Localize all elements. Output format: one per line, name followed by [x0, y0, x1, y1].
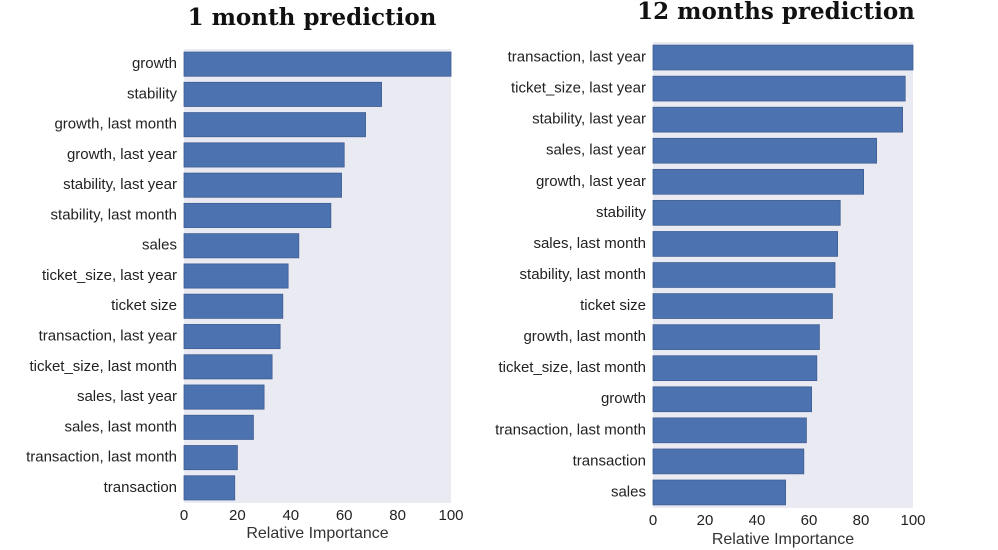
- chart-1-bar: [183, 445, 238, 471]
- chart-1-category-label: transaction, last month: [26, 449, 177, 466]
- chart-1-category-label: sales: [142, 237, 177, 254]
- chart-2-bar: [652, 386, 813, 413]
- chart-2-bar: [652, 231, 839, 257]
- chart-2-x-tick-label: 0: [649, 512, 657, 529]
- chart-1-bar: [183, 263, 289, 289]
- chart-2-x-tick-label: 60: [801, 512, 818, 529]
- chart-2-category-label: stability, last month: [520, 266, 646, 283]
- chart-2-category-label: transaction, last month: [495, 421, 646, 438]
- chart-1-x-tick-label: 100: [438, 507, 463, 524]
- chart-2-bar: [652, 137, 878, 164]
- chart-1-category-label: growth, last year: [67, 146, 177, 163]
- chart-2-category-label: sales, last month: [533, 235, 646, 252]
- chart-1-category-label: sales, last month: [64, 418, 177, 435]
- chart-2-bar: [652, 106, 904, 133]
- chart-2-bar: [652, 355, 818, 382]
- chart-1-category-label: ticket_size, last month: [29, 358, 177, 375]
- chart-2-x-tick-label: 20: [697, 512, 714, 529]
- chart-1-category-label: transaction, last year: [39, 328, 177, 345]
- chart-2-category-label: growth, last month: [523, 328, 646, 345]
- chart-1-bar: [183, 414, 254, 440]
- chart-1-title: 1 month prediction: [188, 4, 437, 31]
- chart-2-bar: [652, 168, 865, 195]
- chart-1-category-label: ticket size: [111, 297, 177, 314]
- chart-1-bar: [183, 142, 345, 168]
- chart-1-x-tick-label: 20: [229, 507, 246, 524]
- chart-2-bar: [652, 75, 906, 102]
- chart-1-bar: [183, 112, 366, 138]
- chart-1-bar: [183, 51, 452, 77]
- chart-1-category-label: transaction: [104, 479, 177, 496]
- chart-1-bar: [183, 384, 265, 410]
- chart-1-category-label: growth: [132, 55, 177, 72]
- chart-2-title: 12 months prediction: [637, 0, 915, 25]
- chart-1-x-tick-label: 40: [282, 507, 299, 524]
- chart-2-category-label: growth: [601, 390, 646, 407]
- chart-1-bar: [183, 202, 332, 228]
- chart-1-bar: [183, 81, 382, 107]
- chart-2-category-label: transaction, last year: [508, 49, 646, 66]
- chart-2-x-tick-label: 80: [853, 512, 870, 529]
- chart-2-bar: [652, 262, 836, 288]
- chart-1-group: 1 month prediction growth stability growth,…: [26, 4, 463, 542]
- chart-1-category-label: stability, last month: [51, 206, 177, 223]
- chart-2-bar: [652, 324, 820, 350]
- chart-2-bar: [652, 293, 833, 319]
- chart-1-bar: [183, 475, 236, 501]
- chart-2-category-label: transaction: [573, 452, 646, 469]
- chart-1-x-axis-label: Relative Importance: [246, 525, 388, 542]
- chart-2-bar: [652, 200, 841, 226]
- chart-2-bar: [652, 417, 807, 444]
- chart-1-bar: [183, 293, 284, 319]
- chart-1-bar: [183, 233, 300, 259]
- chart-2-x-tick-label: 40: [749, 512, 766, 529]
- chart-1-bar: [183, 324, 281, 350]
- chart-2-x-tick-label: 100: [900, 512, 925, 529]
- chart-1-category-label: stability: [127, 85, 178, 102]
- chart-1-bar: [183, 354, 273, 380]
- chart-1-x-tick-label: 0: [180, 507, 188, 524]
- chart-1-category-label: stability, last year: [63, 176, 177, 193]
- chart-2-category-label: growth, last year: [536, 173, 646, 190]
- chart-2-x-axis-label: Relative Importance: [712, 531, 854, 548]
- chart-2-bar: [652, 448, 805, 475]
- chart-2-group: 12 months prediction transaction, last ye…: [495, 0, 925, 548]
- chart-2-bar: [652, 44, 914, 71]
- chart-2-category-label: sales: [611, 483, 646, 500]
- chart-1-category-label: sales, last year: [77, 388, 177, 405]
- chart-2-category-label: sales, last year: [546, 142, 646, 159]
- chart-1-x-tick-label: 80: [389, 507, 406, 524]
- chart-1-category-label: growth, last month: [54, 116, 177, 133]
- chart-1-bar: [183, 172, 342, 198]
- chart-2-bar: [652, 479, 787, 506]
- chart-2-category-label: ticket_size, last month: [498, 359, 646, 376]
- chart-2-category-label: stability: [596, 204, 647, 221]
- chart-1-x-tick-label: 60: [336, 507, 353, 524]
- chart-2-category-label: ticket size: [580, 297, 646, 314]
- chart-1-category-label: ticket_size, last year: [42, 267, 177, 284]
- chart-2-category-label: stability, last year: [532, 111, 646, 128]
- chart-2-category-label: ticket_size, last year: [511, 80, 646, 97]
